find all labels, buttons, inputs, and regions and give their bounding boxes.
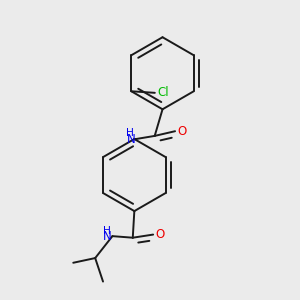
- Text: H: H: [127, 128, 134, 138]
- Text: Cl: Cl: [157, 86, 169, 99]
- Text: N: N: [103, 230, 112, 243]
- Text: N: N: [127, 133, 135, 146]
- Text: O: O: [178, 125, 187, 138]
- Text: O: O: [156, 228, 165, 241]
- Text: H: H: [103, 226, 111, 236]
